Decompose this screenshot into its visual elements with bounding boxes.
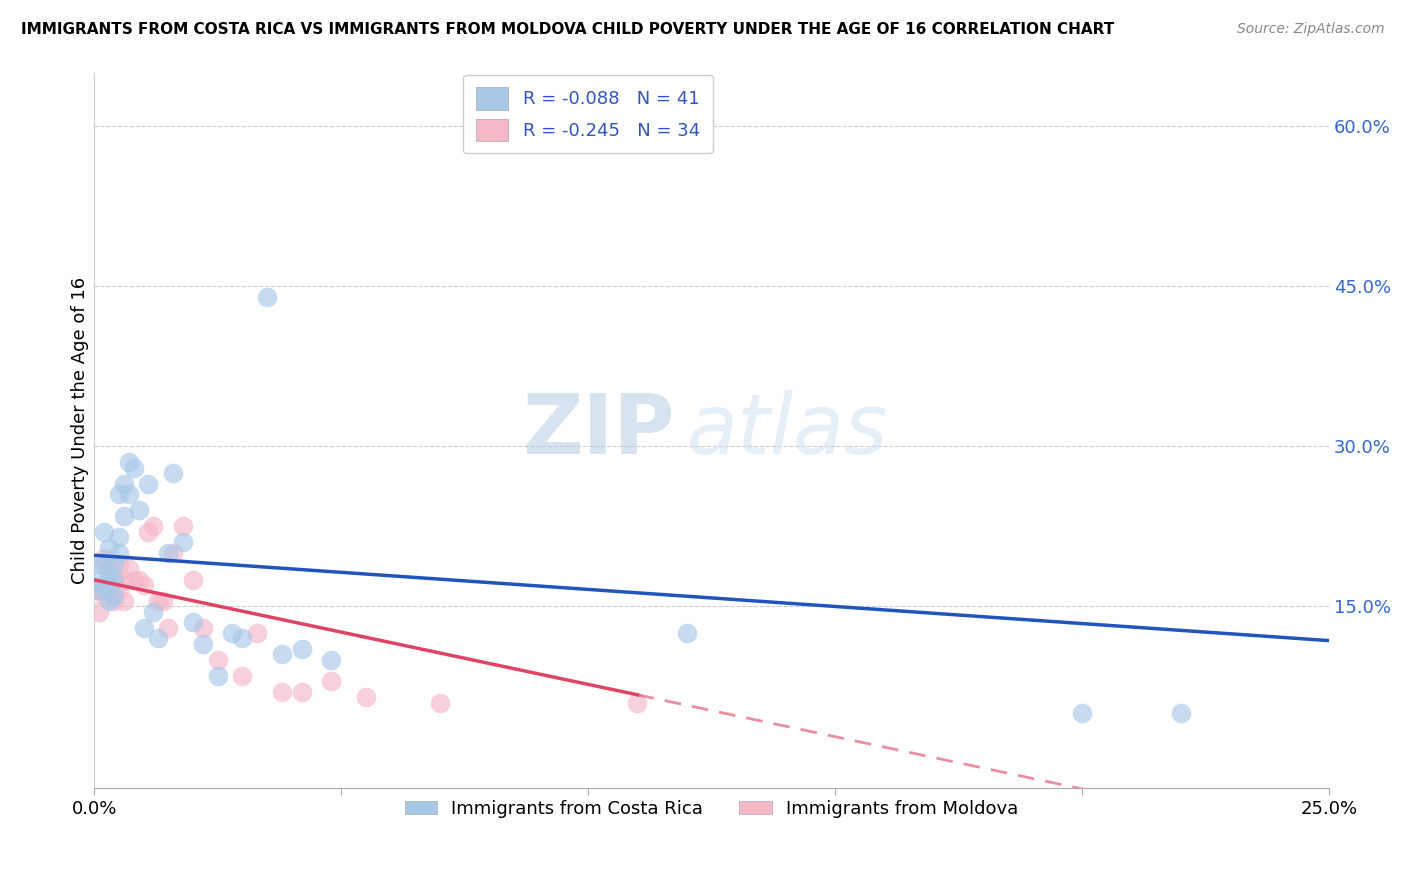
Point [103, 594, 125, 608]
Point [172, 519, 194, 533]
Point [97, 583, 120, 598]
Point [256, 290, 278, 304]
Y-axis label: Child Poverty Under the Age of 16: Child Poverty Under the Age of 16 [72, 277, 89, 584]
Point [157, 621, 180, 635]
Point [138, 524, 160, 539]
Point [112, 476, 135, 491]
Point [321, 674, 343, 689]
Point [246, 626, 269, 640]
Point [103, 557, 125, 571]
Point [172, 535, 194, 549]
Text: IMMIGRANTS FROM COSTA RICA VS IMMIGRANTS FROM MOLDOVA CHILD POVERTY UNDER THE AG: IMMIGRANTS FROM COSTA RICA VS IMMIGRANTS… [21, 22, 1115, 37]
Point [191, 621, 214, 635]
Point [1170, 706, 1192, 721]
Point [221, 626, 243, 640]
Point [291, 642, 314, 657]
Point [152, 594, 174, 608]
Point [108, 530, 131, 544]
Legend: Immigrants from Costa Rica, Immigrants from Moldova: Immigrants from Costa Rica, Immigrants f… [398, 793, 1026, 825]
Point [321, 653, 343, 667]
Point [181, 615, 204, 630]
Point [207, 653, 229, 667]
Point [122, 573, 145, 587]
Point [93, 557, 115, 571]
Point [142, 519, 165, 533]
Point [112, 573, 135, 587]
Point [207, 669, 229, 683]
Point [97, 594, 120, 608]
Point [162, 546, 184, 560]
Point [103, 573, 125, 587]
Point [118, 562, 141, 576]
Point [291, 685, 314, 699]
Point [108, 487, 131, 501]
Point [93, 551, 115, 566]
Point [162, 466, 184, 480]
Point [128, 573, 150, 587]
Point [118, 455, 141, 469]
Point [87, 605, 110, 619]
Text: atlas: atlas [688, 390, 889, 471]
Point [87, 583, 110, 598]
Point [138, 476, 160, 491]
Point [676, 626, 699, 640]
Point [181, 573, 204, 587]
Point [626, 696, 648, 710]
Point [112, 508, 135, 523]
Point [103, 573, 125, 587]
Point [97, 562, 120, 576]
Point [191, 637, 214, 651]
Point [97, 567, 120, 582]
Point [87, 573, 110, 587]
Point [122, 460, 145, 475]
Point [157, 546, 180, 560]
Point [87, 557, 110, 571]
Point [354, 690, 377, 705]
Point [103, 589, 125, 603]
Point [93, 524, 115, 539]
Point [1071, 706, 1094, 721]
Point [93, 578, 115, 592]
Point [231, 632, 253, 646]
Point [231, 669, 253, 683]
Point [87, 583, 110, 598]
Point [270, 685, 292, 699]
Point [93, 589, 115, 603]
Point [97, 578, 120, 592]
Text: ZIP: ZIP [522, 390, 675, 471]
Point [112, 594, 135, 608]
Point [132, 621, 155, 635]
Point [148, 632, 170, 646]
Point [132, 578, 155, 592]
Point [142, 605, 165, 619]
Point [108, 583, 131, 598]
Point [118, 487, 141, 501]
Point [270, 648, 292, 662]
Point [148, 594, 170, 608]
Point [128, 503, 150, 517]
Point [429, 696, 451, 710]
Point [108, 546, 131, 560]
Point [97, 541, 120, 555]
Text: Source: ZipAtlas.com: Source: ZipAtlas.com [1237, 22, 1385, 37]
Point [108, 557, 131, 571]
